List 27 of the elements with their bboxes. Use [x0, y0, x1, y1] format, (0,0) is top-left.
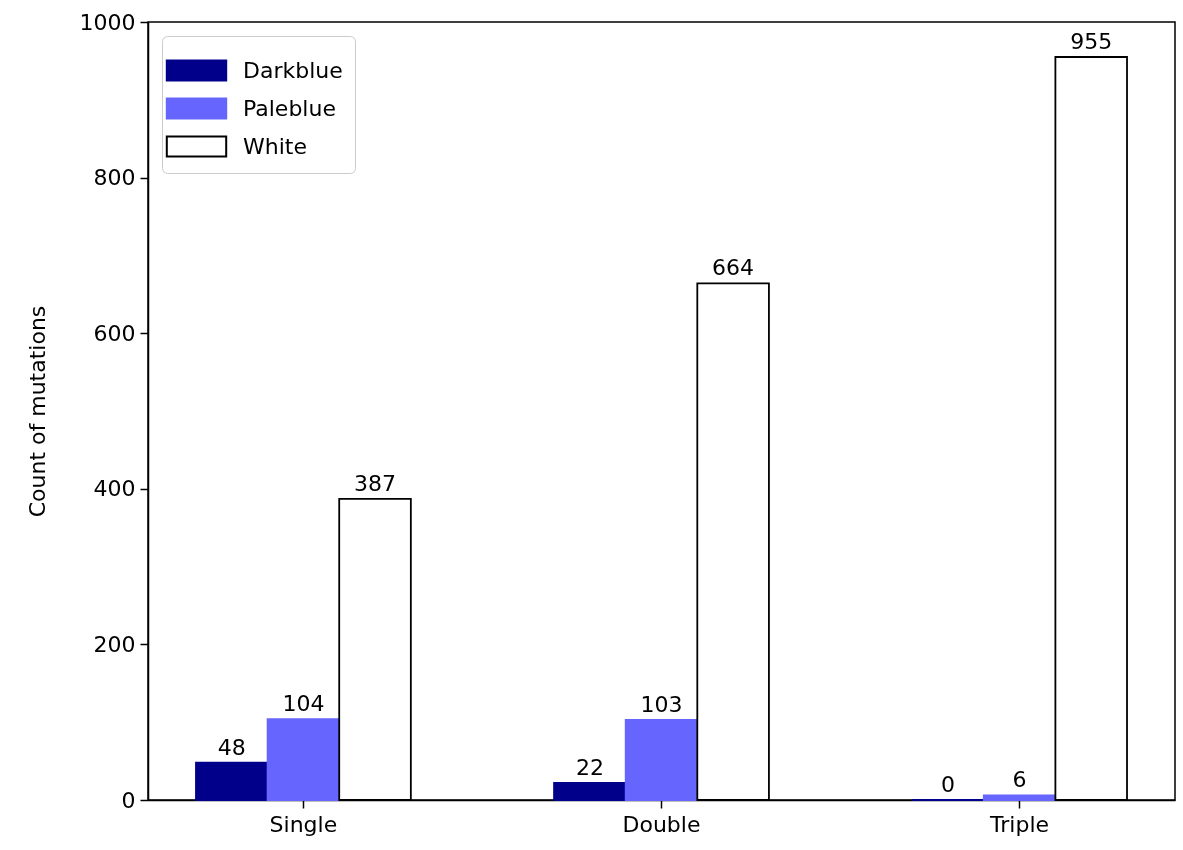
bar — [982, 794, 1057, 801]
x-tick-label: Double — [622, 811, 701, 837]
data-label: 387 — [354, 470, 397, 496]
legend-label: Paleblue — [243, 95, 336, 121]
bar — [553, 781, 627, 801]
data-label: 104 — [282, 691, 325, 717]
legend-label: White — [243, 133, 307, 159]
data-label: 103 — [640, 691, 683, 717]
data-label: 0 — [940, 772, 955, 797]
y-tick-label: 1000 — [79, 9, 136, 35]
bar — [624, 718, 699, 801]
bar — [266, 718, 341, 801]
data-label: 664 — [712, 255, 755, 281]
data-label: 22 — [575, 754, 604, 780]
x-tick-label: Single — [269, 811, 338, 837]
y-tick-label: 400 — [93, 476, 136, 502]
y-tick-label: 600 — [93, 320, 136, 346]
bar — [195, 761, 269, 801]
y-tick-label: 800 — [93, 165, 136, 191]
y-axis-title: Count of mutations — [24, 305, 50, 518]
data-label: 955 — [1070, 29, 1113, 55]
x-tick-label: Triple — [989, 811, 1050, 837]
y-tick-label: 0 — [121, 787, 136, 813]
y-tick-label: 200 — [93, 631, 136, 657]
data-label: 48 — [217, 734, 246, 760]
data-label: 6 — [1012, 767, 1027, 793]
legend-label: Darkblue — [243, 57, 343, 83]
